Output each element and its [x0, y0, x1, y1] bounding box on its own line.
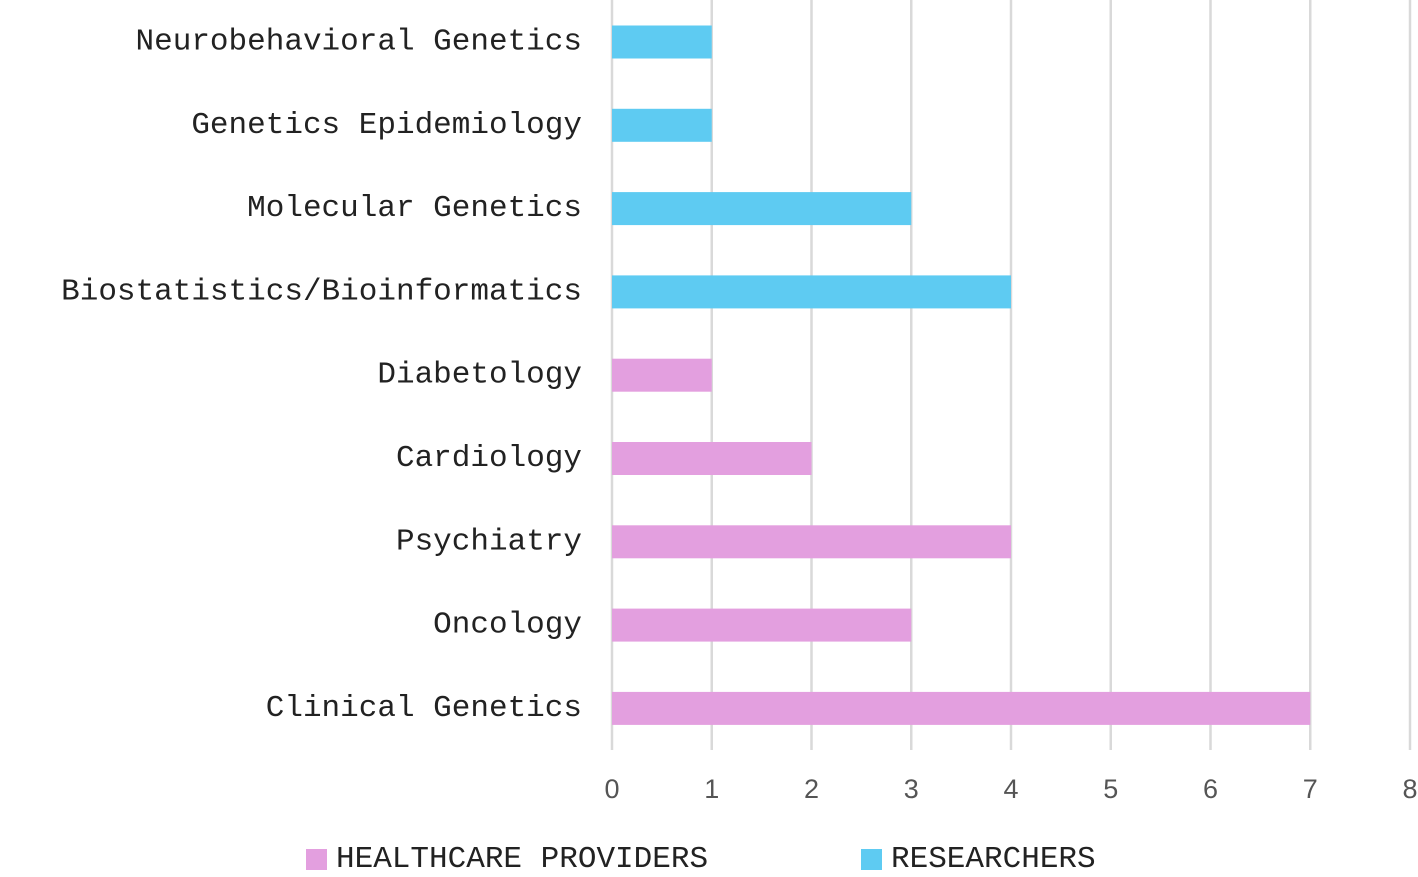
- bar-clinical-genetics: [612, 691, 1311, 725]
- bar-psychiatry: [612, 525, 1011, 559]
- x-tick-label-5: 5: [1103, 774, 1118, 804]
- x-tick-label-2: 2: [804, 774, 819, 804]
- bar-genetics-epidemiology: [612, 108, 712, 142]
- bar-molecular-genetics: [612, 192, 912, 226]
- x-tick-label-1: 1: [704, 774, 719, 804]
- legend: HEALTHCARE PROVIDERS RESEARCHERS: [0, 842, 1418, 877]
- x-tick-label-3: 3: [904, 774, 919, 804]
- x-tick-label-6: 6: [1203, 774, 1218, 804]
- category-label-oncology: Oncology: [433, 608, 582, 643]
- legend-swatch-researchers: [861, 849, 882, 870]
- bar-biostatistics-bioinformatics: [612, 275, 1011, 309]
- category-label-biostatistics-bioinformatics: Biostatistics/Bioinformatics: [61, 274, 582, 309]
- bars: [612, 25, 1311, 725]
- legend-item-healthcare-providers: HEALTHCARE PROVIDERS: [306, 842, 708, 877]
- category-label-clinical-genetics: Clinical Genetics: [266, 691, 582, 726]
- category-label-neurobehavioral-genetics: Neurobehavioral Genetics: [136, 25, 582, 60]
- legend-label-healthcare-providers: HEALTHCARE PROVIDERS: [336, 842, 709, 877]
- x-axis-tick-labels: 0 1 2 3 4 5 6 7 8: [604, 774, 1417, 804]
- legend-item-researchers: RESEARCHERS: [861, 842, 1096, 877]
- legend-swatch-healthcare-providers: [306, 849, 327, 870]
- legend-label-researchers: RESEARCHERS: [891, 842, 1096, 877]
- x-tick-label-0: 0: [604, 774, 619, 804]
- category-label-diabetology: Diabetology: [377, 358, 582, 393]
- x-tick-label-4: 4: [1003, 774, 1018, 804]
- category-label-psychiatry: Psychiatry: [396, 524, 582, 559]
- bar-oncology: [612, 608, 912, 642]
- bar-cardiology: [612, 442, 812, 475]
- bar-neurobehavioral-genetics: [612, 25, 712, 59]
- x-tick-label-8: 8: [1402, 774, 1417, 804]
- bar-diabetology: [612, 358, 712, 392]
- category-label-molecular-genetics: Molecular Genetics: [247, 191, 582, 226]
- category-label-genetics-epidemiology: Genetics Epidemiology: [191, 108, 582, 143]
- category-label-cardiology: Cardiology: [396, 441, 582, 476]
- category-labels: Neurobehavioral Genetics Genetics Epidemi…: [61, 25, 582, 726]
- x-tick-label-7: 7: [1303, 774, 1318, 804]
